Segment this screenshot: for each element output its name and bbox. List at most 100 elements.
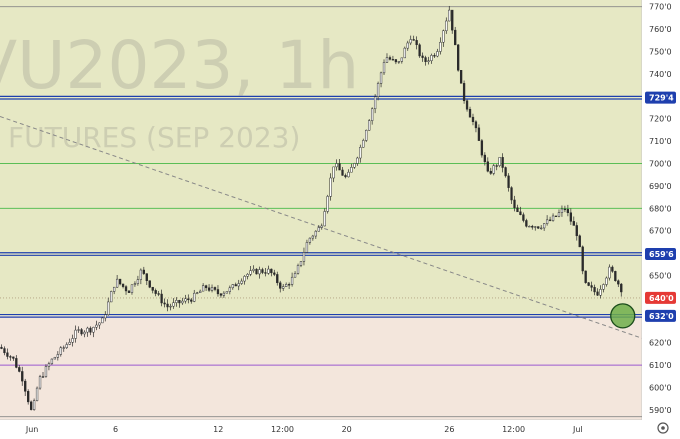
candle-body — [178, 300, 181, 304]
candle-body — [403, 47, 406, 59]
candle-body — [0, 346, 3, 349]
candle-body — [252, 268, 255, 271]
candle-body — [617, 280, 620, 285]
candle-body — [590, 285, 593, 288]
time-tick-label: Jul — [572, 425, 583, 434]
candle-body — [77, 329, 80, 331]
candle-body — [572, 221, 575, 226]
candle-body — [314, 230, 317, 237]
price-badge-label: 632'0 — [649, 312, 674, 321]
candle-body — [344, 175, 347, 178]
candle-body — [575, 225, 578, 237]
candle-body — [368, 120, 371, 131]
candle-body — [489, 170, 492, 174]
candle-body — [599, 289, 602, 296]
candle-body — [560, 208, 564, 213]
candle-body — [172, 302, 175, 307]
candle-body — [379, 72, 383, 84]
candle-body — [388, 57, 392, 60]
candle-body — [65, 344, 68, 348]
candle-body — [394, 59, 398, 63]
candle-body — [38, 376, 42, 389]
candle-body — [184, 298, 187, 302]
candle-body — [157, 293, 160, 295]
candle-body — [486, 161, 489, 172]
candle-body — [107, 301, 110, 315]
candle-body — [406, 42, 409, 49]
candle-body — [317, 227, 320, 232]
price-tick-label: 680'0 — [649, 204, 672, 213]
candle-body — [175, 300, 178, 303]
price-tick-label: 690'0 — [649, 182, 672, 191]
candle-body — [605, 277, 608, 285]
candle-body — [210, 287, 214, 291]
price-tick-label: 760'0 — [649, 25, 672, 34]
price-badge-label: 659'6 — [649, 250, 674, 259]
price-axis[interactable]: 770'0760'0750'0740'0730'0720'0710'0700'0… — [642, 0, 680, 420]
candle-body — [270, 268, 273, 274]
candle-body — [371, 108, 374, 121]
candle-body — [534, 226, 537, 228]
candle-body — [302, 252, 306, 262]
price-tick-label: 720'0 — [649, 115, 672, 124]
candle-body — [228, 287, 231, 292]
candle-body — [504, 167, 507, 177]
price-tick-label: 590'0 — [649, 406, 672, 415]
candle-body — [104, 314, 107, 319]
candle-body — [44, 366, 48, 377]
candle-body — [457, 44, 460, 71]
candle-body — [495, 165, 498, 167]
candle-body — [287, 284, 291, 286]
candle-body — [557, 212, 561, 217]
candle-body — [6, 352, 9, 357]
candle-body — [133, 283, 137, 286]
candle-body — [332, 166, 335, 179]
candle-body — [513, 199, 516, 208]
candle-body — [522, 214, 525, 221]
candle-body — [121, 283, 125, 287]
candle-body — [424, 57, 427, 62]
candle-body — [101, 317, 104, 324]
candle-body — [139, 269, 143, 280]
candle-body — [528, 225, 531, 228]
price-tick-label: 750'0 — [649, 48, 672, 57]
candle-body — [276, 274, 279, 284]
candle-body — [118, 278, 122, 285]
candle-body — [459, 70, 463, 84]
candle-body — [430, 55, 433, 62]
candle-body — [584, 270, 587, 283]
candle-body — [566, 209, 570, 213]
price-tick-label: 620'0 — [649, 339, 672, 348]
candle-body — [142, 269, 145, 274]
price-tick-label: 650'0 — [649, 272, 672, 281]
candle-body — [181, 300, 184, 304]
time-tick-label: 26 — [444, 425, 454, 434]
background-band — [0, 0, 642, 316]
candle-body — [611, 266, 614, 272]
candle-body — [474, 121, 478, 129]
settings-icon[interactable] — [657, 422, 669, 434]
candle-body — [543, 223, 546, 229]
candle-body — [382, 62, 386, 74]
candle-body — [204, 285, 208, 289]
candle-body — [285, 284, 288, 287]
candle-body — [516, 207, 519, 213]
time-axis[interactable]: Jun 6 12 12:00 20 26 12:00 Jul — [0, 420, 642, 439]
watermark: VU2023, 1h T FUTURES (SEP 2023) — [0, 27, 359, 154]
candle-body — [68, 342, 71, 345]
candle-body — [448, 9, 451, 22]
candle-body — [86, 327, 89, 333]
candle-body — [335, 163, 338, 168]
circle-marker — [610, 303, 636, 329]
candle-body — [113, 286, 116, 292]
candle-body — [365, 129, 368, 141]
candle-body — [581, 246, 584, 272]
candle-body — [115, 278, 119, 288]
candle-body — [74, 329, 77, 339]
candle-body — [18, 367, 21, 372]
candle-body — [507, 175, 510, 188]
candle-body — [255, 268, 258, 275]
candle-body — [353, 163, 356, 168]
